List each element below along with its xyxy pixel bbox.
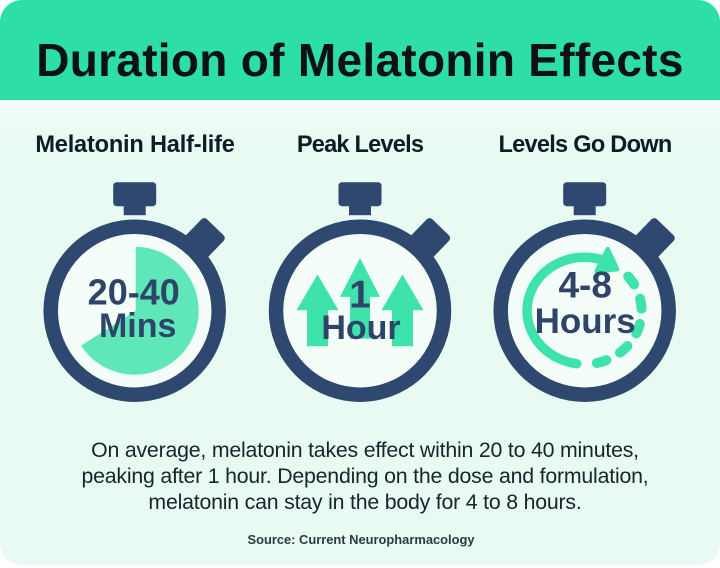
svg-text:Hours: Hours [535, 302, 636, 341]
svg-text:Hour: Hour [321, 309, 400, 347]
svg-text:Mins: Mins [99, 307, 176, 345]
svg-text:20-40: 20-40 [88, 271, 180, 312]
svg-text:1: 1 [349, 273, 371, 316]
svg-text:4-8: 4-8 [558, 264, 611, 305]
